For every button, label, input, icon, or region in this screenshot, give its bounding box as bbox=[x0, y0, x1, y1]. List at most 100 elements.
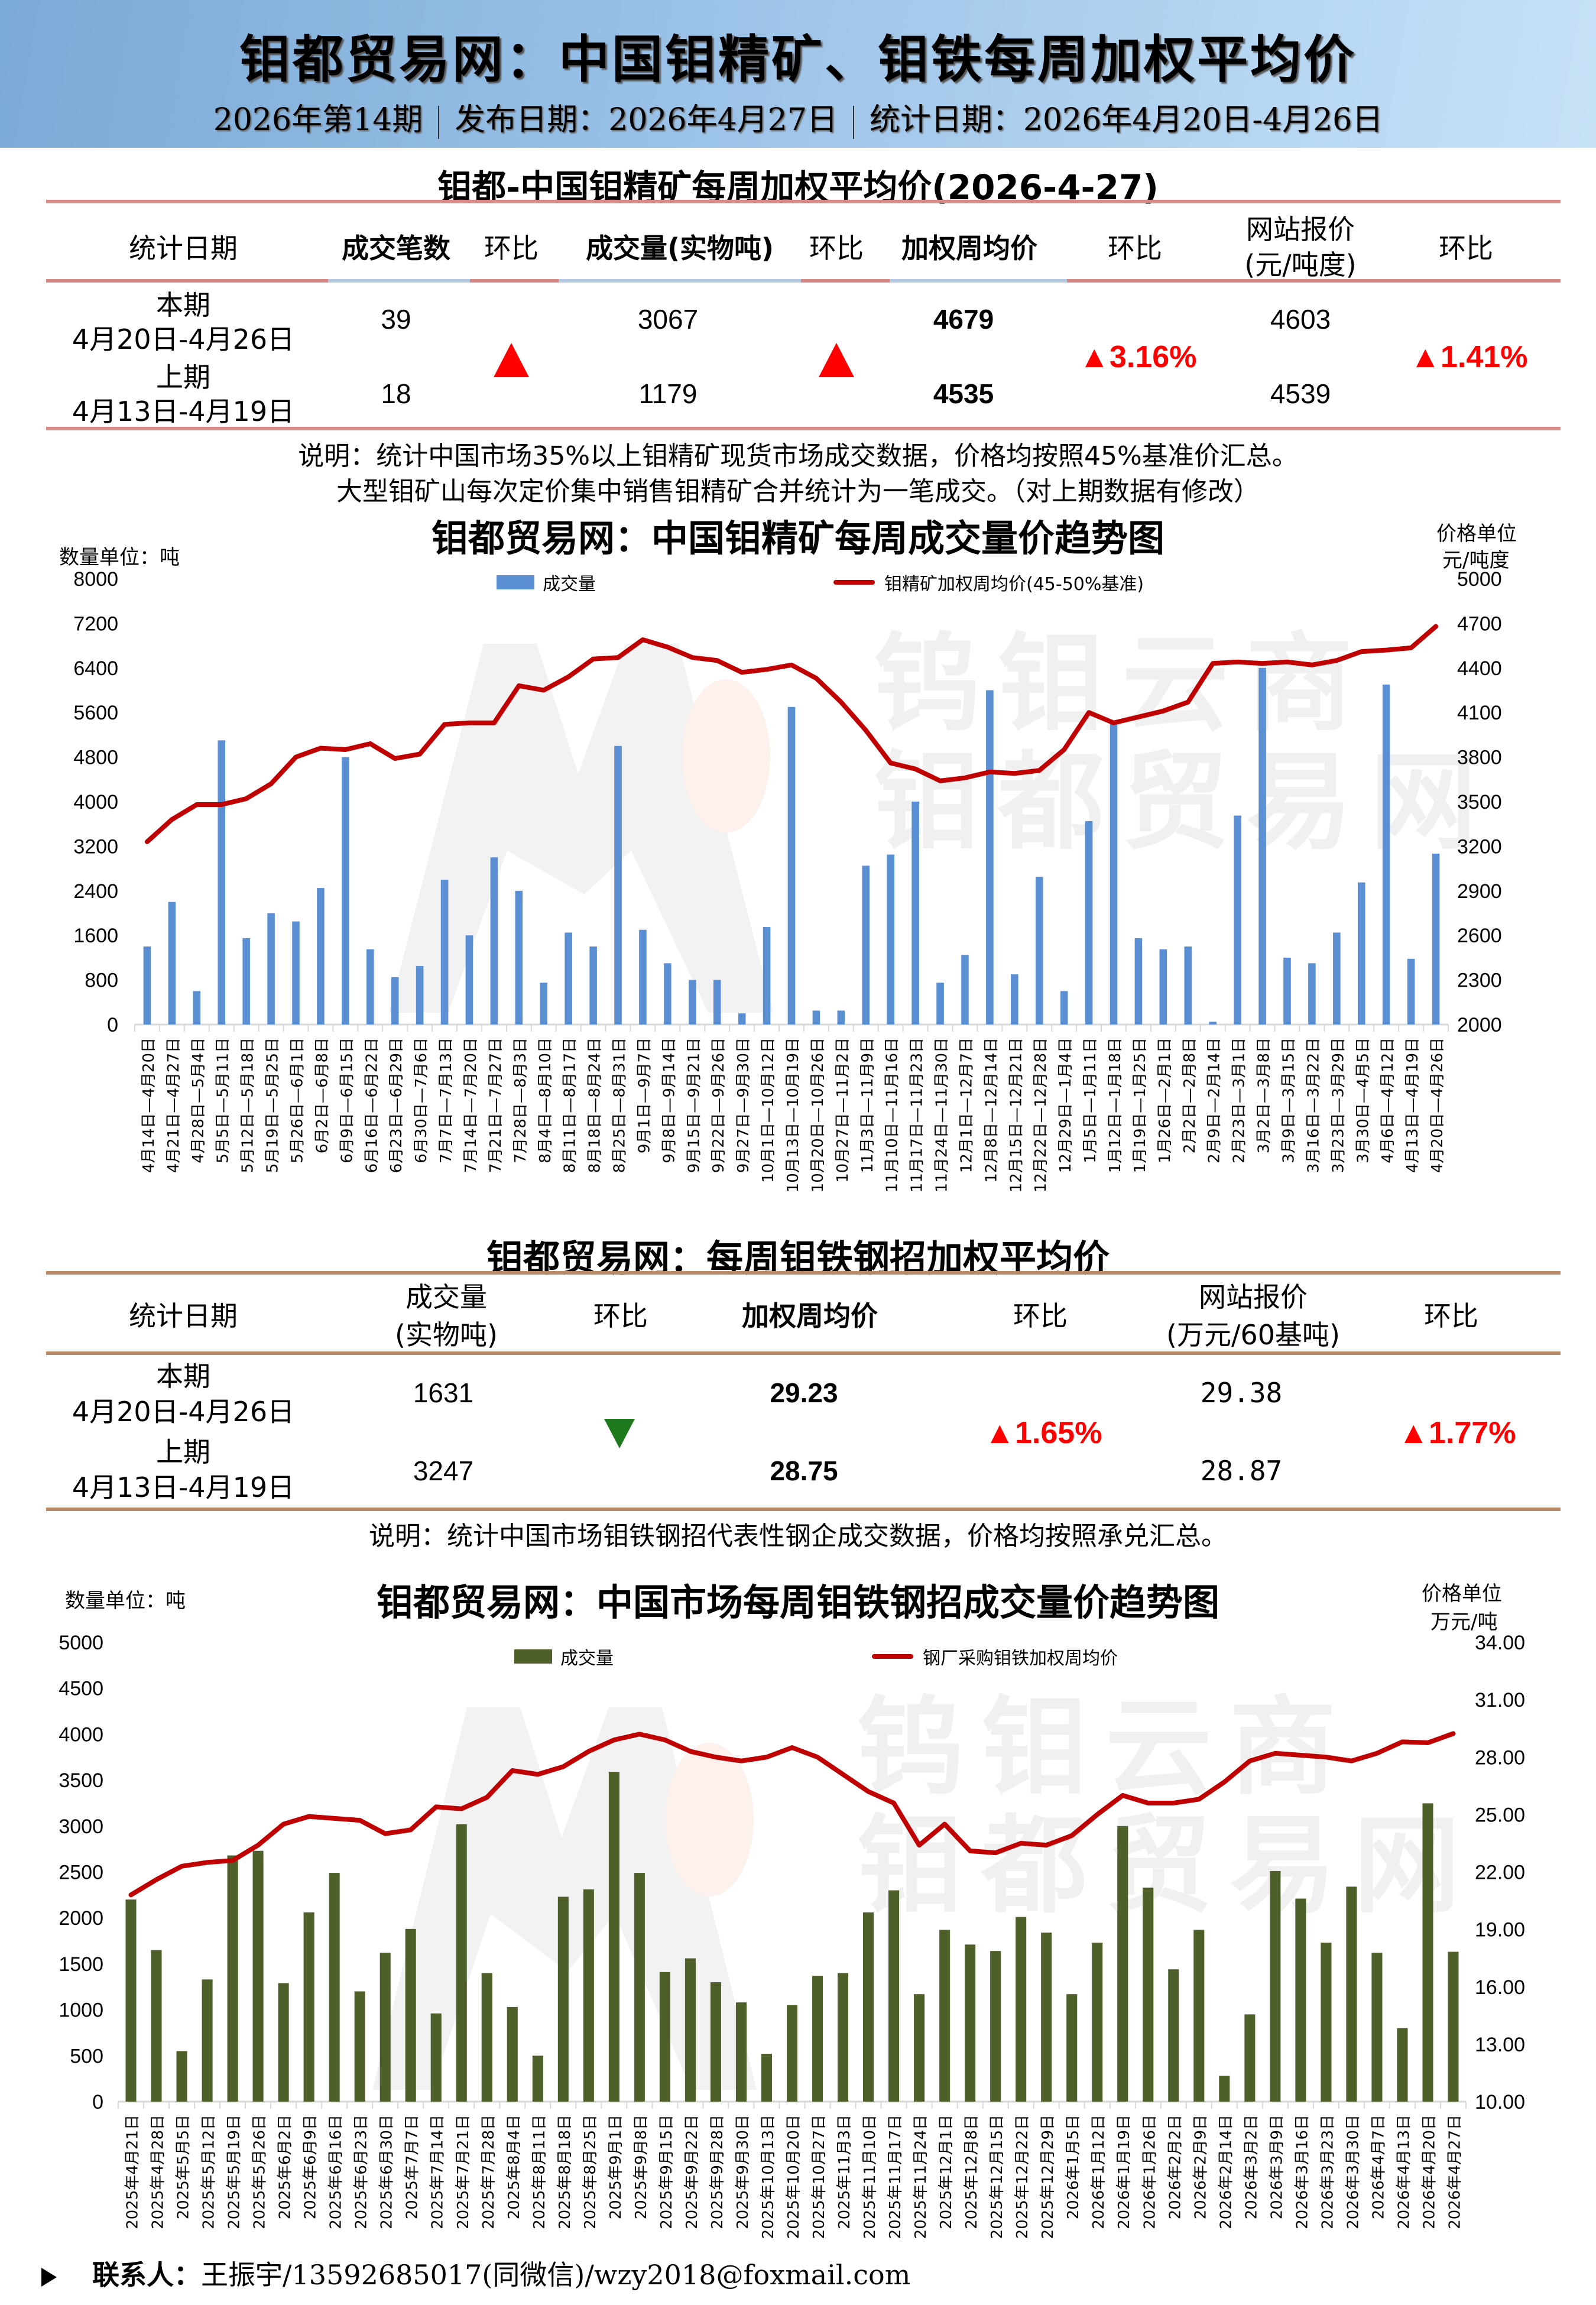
current-label: 本期 bbox=[156, 289, 210, 321]
table1-note-line1: 说明：统计中国市场35%以上钼精矿现货市场成交数据，价格均按照45%基准价汇总。 bbox=[298, 441, 1298, 471]
x-axis-label: 2026年3月9日 bbox=[1268, 2115, 1286, 2219]
current-deals: 39 bbox=[381, 304, 411, 335]
x-axis-label: 10月13日—10月19日 bbox=[784, 1038, 802, 1192]
y-axis-tick-left: 3000 bbox=[59, 1816, 103, 1838]
x-axis-label: 4月21日—4月27日 bbox=[165, 1038, 183, 1173]
volume-bar bbox=[440, 879, 449, 1025]
volume-bar bbox=[1066, 1994, 1078, 2102]
watermark-circle bbox=[665, 1743, 754, 1896]
volume-bar bbox=[863, 1912, 874, 2102]
x-axis-label: 6月23日—6月29日 bbox=[388, 1038, 406, 1173]
volume-bar bbox=[812, 1976, 823, 2102]
header-quote-line2: (万元/60基吨) bbox=[1166, 1319, 1340, 1351]
x-axis-label: 2025年10月20日 bbox=[785, 2115, 803, 2239]
volume-bar bbox=[1143, 1887, 1154, 2102]
volume-bar bbox=[838, 1973, 849, 2102]
header-weighted-avg-change: 环比 bbox=[1013, 1300, 1068, 1332]
volume-bar bbox=[1270, 1870, 1281, 2102]
y-axis-tick-left: 2500 bbox=[59, 1862, 103, 1884]
volume-bar bbox=[168, 902, 176, 1025]
volume-bar bbox=[1193, 1930, 1205, 2102]
watermark-text: 钼都贸易网 bbox=[857, 1804, 1478, 1928]
volume-bar bbox=[1258, 667, 1266, 1025]
chart2-title: 钼都贸易网：中国市场每周钼铁钢招成交量价趋势图 bbox=[376, 1581, 1219, 1624]
x-axis-label: 6月16日—6月22日 bbox=[363, 1038, 381, 1173]
x-axis-label: 2026年4月27日 bbox=[1446, 2115, 1464, 2229]
x-axis-label: 2025年5月12日 bbox=[200, 2115, 218, 2229]
volume-bar bbox=[1110, 724, 1118, 1025]
x-axis-label: 2026年1月12日 bbox=[1090, 2115, 1108, 2229]
x-axis-label: 2026年4月7日 bbox=[1370, 2115, 1387, 2219]
y-axis-tick-right: 13.00 bbox=[1475, 2034, 1525, 2056]
y-axis-tick-right: 28.00 bbox=[1475, 1746, 1525, 1769]
current-volume: 1631 bbox=[413, 1377, 474, 1408]
y-axis-tick-left: 1600 bbox=[73, 925, 118, 947]
volume-bar bbox=[252, 1850, 264, 2102]
x-axis-label: 2025年12月8日 bbox=[963, 2115, 981, 2229]
watermark-text: 钨钼云商 bbox=[874, 623, 1370, 746]
volume-bar bbox=[1407, 958, 1415, 1025]
x-axis-label: 3月9日—3月15日 bbox=[1280, 1038, 1297, 1163]
table-rule bbox=[46, 279, 1561, 283]
volume-bar bbox=[986, 690, 994, 1025]
volume-bar bbox=[583, 1889, 594, 2102]
x-axis-label: 2026年3月2日 bbox=[1243, 2115, 1260, 2219]
x-axis-label: 11月17日—11月23日 bbox=[909, 1038, 926, 1192]
volume-bar bbox=[532, 2056, 543, 2102]
x-axis-label: 12月22日—12月28日 bbox=[1032, 1038, 1050, 1192]
y-axis-tick-right: 3200 bbox=[1457, 835, 1502, 858]
y-axis-tick-left: 7200 bbox=[73, 612, 118, 635]
volume-bar bbox=[939, 1930, 951, 2102]
chart1-plot: 钨钼云商钼都贸易网8000720064005600480040003200240… bbox=[73, 568, 1502, 1192]
y-axis-tick-right: 2300 bbox=[1457, 970, 1502, 992]
y-axis-tick-left: 4000 bbox=[59, 1723, 103, 1746]
publish-date: 发布日期：2026年4月27日 bbox=[455, 102, 838, 138]
weighted-avg-change: ▲1.65% bbox=[984, 1416, 1102, 1450]
previous-quote: 28.87 bbox=[1200, 1455, 1283, 1487]
y-axis-tick-right: 5000 bbox=[1457, 568, 1502, 591]
previous-deals: 18 bbox=[381, 378, 411, 409]
header-underline bbox=[328, 279, 470, 283]
watermark-text: 钨钼云商 bbox=[857, 1686, 1354, 1810]
x-axis-label: 2026年4月20日 bbox=[1420, 2115, 1438, 2229]
x-axis-label: 10月1日—10月12日 bbox=[760, 1038, 777, 1183]
volume-bar bbox=[456, 1824, 467, 2102]
previous-label: 上期 bbox=[156, 1436, 210, 1468]
x-axis-label: 2025年4月21日 bbox=[124, 2115, 142, 2229]
volume-bar bbox=[193, 991, 201, 1025]
x-axis-label: 4月28日—5月4日 bbox=[190, 1038, 207, 1163]
volume-bar bbox=[965, 1944, 976, 2102]
x-axis-label: 2025年10月13日 bbox=[760, 2115, 777, 2239]
volume-bar bbox=[1357, 882, 1365, 1025]
y-axis-tick-right: 4700 bbox=[1457, 612, 1502, 635]
volume-bar bbox=[242, 938, 250, 1025]
watermark-circle bbox=[682, 679, 770, 833]
volume-bar bbox=[125, 1899, 137, 2102]
volume-bar bbox=[557, 1896, 569, 2102]
volume-bar bbox=[540, 983, 548, 1025]
y-axis-tick-right: 10.00 bbox=[1475, 2091, 1525, 2113]
y-axis-tick-left: 2400 bbox=[73, 880, 118, 903]
volume-bar bbox=[1041, 1933, 1052, 2102]
x-axis-label: 2026年2月2日 bbox=[1166, 2115, 1184, 2219]
y-axis-tick-right: 19.00 bbox=[1475, 1919, 1525, 1941]
current-quote: 29.38 bbox=[1200, 1377, 1283, 1409]
volume-bar bbox=[218, 740, 226, 1025]
x-axis-label: 7月7日—7月13日 bbox=[437, 1038, 455, 1163]
y-axis-tick-right: 4400 bbox=[1457, 657, 1502, 680]
stat-period: 统计日期：2026年4月20日-4月26日 bbox=[869, 102, 1383, 138]
y-axis-tick-right: 22.00 bbox=[1475, 1862, 1525, 1884]
y-axis-tick-right: 31.00 bbox=[1475, 1689, 1525, 1711]
volume-bar bbox=[689, 980, 696, 1025]
watermark-logo-icon bbox=[389, 644, 773, 1013]
volume-bar bbox=[490, 857, 498, 1025]
x-axis-label: 2025年4月28日 bbox=[150, 2115, 167, 2229]
volume-bar bbox=[659, 1972, 670, 2102]
volume-bar bbox=[303, 1912, 314, 2102]
volume-bar bbox=[1117, 1826, 1128, 2102]
volume-bar bbox=[202, 1979, 213, 2102]
volume-bar bbox=[961, 955, 969, 1025]
x-axis-label: 12月1日—12月7日 bbox=[958, 1038, 975, 1173]
y-axis-tick-right: 34.00 bbox=[1475, 1632, 1525, 1654]
x-axis-label: 2025年6月9日 bbox=[302, 2115, 320, 2219]
